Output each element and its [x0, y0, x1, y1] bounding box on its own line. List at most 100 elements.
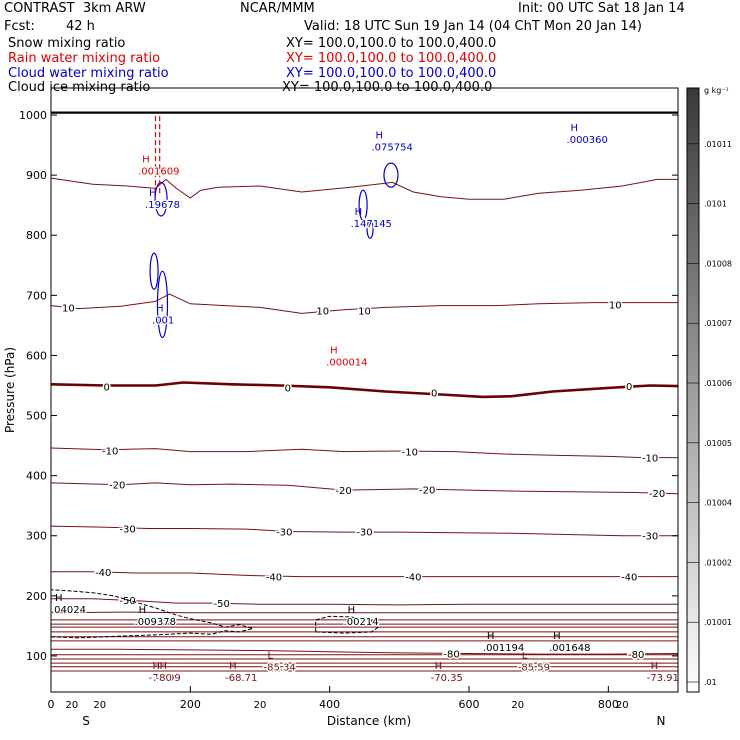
extremum-h-marker: H	[330, 345, 338, 356]
y-tick-label: 800	[26, 229, 47, 242]
isotherm-label: 20	[66, 700, 79, 711]
extremum-value-label: .075754	[371, 142, 412, 153]
x-tick-label: 400	[319, 698, 340, 711]
isotherm-label: -20	[335, 486, 351, 497]
extremum-h-marker: H	[487, 631, 495, 642]
extremum-h-marker: H	[142, 154, 150, 165]
field-xy-snow: XY= 100.0,100.0 to 100.0,400.0	[286, 36, 497, 51]
y-axis-label: Pressure (hPa)	[3, 347, 17, 433]
init-time: Init: 00 UTC Sat 18 Jan 14	[518, 1, 685, 16]
isotherm-label: -30	[642, 532, 658, 543]
cloud-water-contour	[154, 181, 168, 217]
field-label-rain: Rain water mixing ratio	[8, 51, 161, 66]
extremum-value-label: .147145	[351, 219, 392, 230]
extremum-l-marker: L	[267, 651, 273, 662]
colorbar-label: .01008	[704, 259, 732, 268]
extremum-h-marker: H	[375, 130, 383, 141]
extremum-value-label: -68.71	[225, 673, 257, 684]
extremum-h-marker: H	[553, 631, 561, 642]
colorbar-label: .01007	[704, 319, 732, 328]
extremum-value-label: .00214	[344, 617, 379, 628]
x-axis-label: Distance (km)	[327, 714, 411, 728]
x-tick-label: 800	[598, 698, 619, 711]
extremum-value-label: .009378	[135, 617, 176, 628]
extremum-value-label: -80	[156, 673, 172, 684]
extremum-value-label: .04024	[51, 605, 86, 616]
extremum-value-label: -85.59	[518, 663, 550, 674]
isotherm-label: -20	[649, 489, 665, 500]
isotherm-minus20-line	[50, 482, 679, 495]
extremum-h-marker: H	[156, 303, 164, 314]
colorbar-label: .01002	[704, 558, 732, 567]
isotherm-20-line	[50, 177, 678, 200]
extremum-h-marker: H	[571, 123, 579, 134]
extremum-h-marker: H	[160, 661, 168, 672]
cloud-water-contour	[383, 162, 399, 188]
colorbar	[686, 87, 700, 693]
extremum-value-label: .000360	[567, 135, 608, 146]
extremum-value-label: .19678	[145, 200, 180, 211]
colorbar-label: .01004	[704, 499, 732, 508]
isotherm-0-line	[50, 381, 679, 399]
extremum-l-marker: L	[522, 651, 528, 662]
y-tick-label: 400	[26, 470, 47, 483]
isotherm-label: -80	[443, 650, 459, 661]
colorbar-label: .01	[704, 678, 717, 687]
extremum-h-marker: H	[229, 661, 237, 672]
extremum-h-marker: H	[153, 661, 161, 672]
field-label-cloud-water: Cloud water mixing ratio	[8, 66, 169, 81]
x-end-label-north: N	[657, 714, 666, 728]
extremum-value-label: .000014	[326, 357, 367, 368]
isotherm-label: 20	[93, 700, 106, 711]
snow-contour-dashed	[50, 589, 255, 639]
colorbar-label: .01005	[704, 439, 732, 448]
y-tick-label: 300	[26, 530, 47, 543]
x-tick-label: 200	[180, 698, 201, 711]
extremum-h-marker: H	[55, 593, 63, 604]
isotherm-label: -30	[356, 528, 372, 539]
forecast-hour: 42 h	[66, 19, 95, 34]
forecast-label: Fcst:	[4, 19, 35, 34]
extremum-h-marker: H	[149, 188, 157, 199]
isotherm-label: -10	[402, 448, 418, 459]
isotherm-10-line	[50, 293, 678, 314]
isotherm-minus40-line	[51, 571, 678, 578]
isotherm-label: 0	[431, 389, 437, 400]
isotherm-label: -50	[214, 599, 230, 610]
extremum-value-label: .001194	[483, 643, 524, 654]
isotherm-label: 20	[511, 700, 524, 711]
colorbar-unit: g kg⁻¹	[704, 86, 729, 95]
y-tick-label: 200	[26, 590, 47, 603]
model-title: CONTRAST 3km ARW	[4, 1, 146, 16]
isotherm-minus80-line	[51, 648, 679, 655]
isotherm-label: 10	[62, 303, 75, 314]
extremum-value-label: -85.34	[263, 663, 295, 674]
y-tick-label: 100	[26, 650, 47, 663]
extremum-h-marker: H	[139, 605, 147, 616]
y-tick-label: 1000	[19, 109, 47, 122]
x-tick-label: 0	[48, 698, 55, 711]
extremum-h-marker: H	[355, 207, 363, 218]
isotherm-label: -10	[642, 454, 658, 465]
isotherm-label: 0	[104, 383, 110, 394]
colorbar-label: .01011	[704, 140, 732, 149]
y-tick-label: 900	[26, 169, 47, 182]
isotherm-label: 10	[358, 306, 371, 317]
extremum-value-label: .001648	[549, 643, 590, 654]
isotherm-label: -40	[621, 573, 637, 584]
isotherm-label: -30	[119, 525, 135, 536]
isotherm-minus60-line	[50, 611, 678, 614]
isotherm-label: 0	[626, 382, 632, 393]
isotherm-label: 20	[616, 700, 629, 711]
isotherm-label: -40	[405, 573, 421, 584]
colorbar-label: .01006	[704, 379, 732, 388]
isotherm-label: 0	[285, 383, 291, 394]
isotherm-label: -20	[109, 481, 125, 492]
isotherm-minus10-line	[50, 447, 678, 459]
extremum-h-marker: H	[435, 661, 443, 672]
field-xy-cloud-water: XY= 100.0,100.0 to 100.0,400.0	[286, 66, 497, 81]
isotherm-minus30-line	[50, 525, 678, 537]
x-tick-label: 600	[459, 698, 480, 711]
isotherm-label: -80	[628, 650, 644, 661]
extremum-h-marker: H	[348, 605, 356, 616]
